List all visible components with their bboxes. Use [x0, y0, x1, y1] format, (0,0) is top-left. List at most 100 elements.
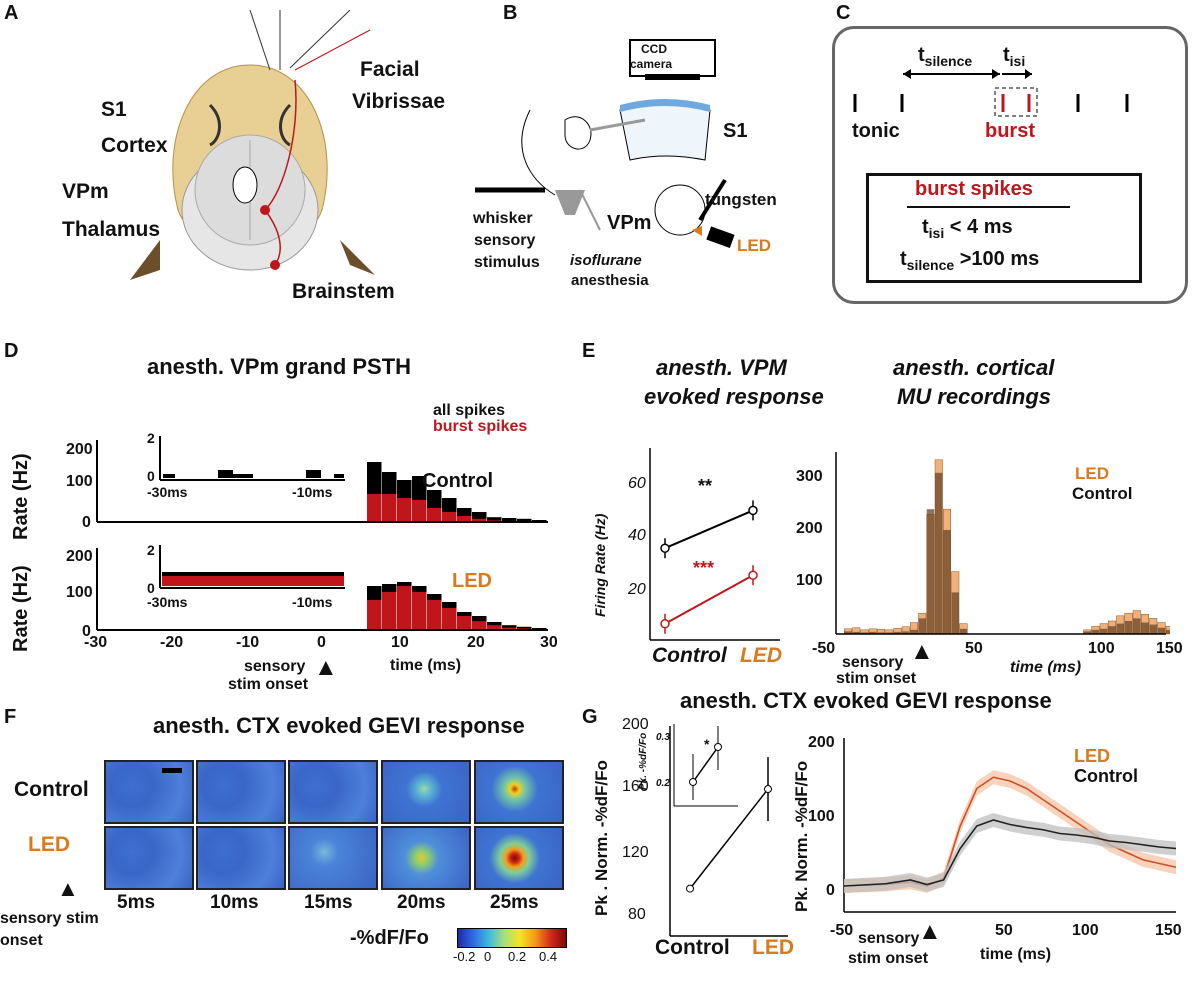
bar-control	[910, 629, 918, 634]
d-inset-ytick-0b: 0	[147, 580, 155, 596]
d-psth-chart	[96, 436, 548, 631]
e-right-control: Control	[1072, 484, 1133, 503]
label-thalamus: Thalamus	[62, 218, 161, 241]
bar-control	[1149, 624, 1157, 634]
e-x-led: LED	[740, 644, 782, 667]
bar-burst-spikes	[382, 592, 397, 630]
g-r-ytick-200: 200	[808, 734, 835, 751]
d-inset-bars	[162, 470, 344, 586]
label-whisker: whisker	[473, 210, 533, 227]
label-s1: S1	[101, 98, 127, 121]
bar-control	[1108, 626, 1116, 634]
e-right-led: LED	[1075, 464, 1109, 483]
g-r-ytick-100: 100	[808, 808, 835, 825]
label-vpm-b: VPm	[607, 212, 652, 234]
bar-burst-spikes	[442, 512, 457, 522]
bar-burst-spikes	[427, 508, 442, 522]
g-r-xtick--50: -50	[830, 922, 854, 939]
bar-control	[1100, 628, 1108, 634]
d-label-led: LED	[452, 570, 492, 592]
bar-burst-spikes	[367, 600, 382, 630]
d-ylabel-2: Rate (Hz)	[10, 565, 32, 652]
e-r-ytick-300: 300	[796, 468, 823, 485]
bar-burst-spikes	[397, 586, 412, 630]
d-axes	[96, 436, 548, 631]
bar-control	[1124, 621, 1133, 634]
series-line	[843, 819, 1177, 887]
f-time-15: 15ms	[304, 892, 353, 913]
bar-control	[877, 632, 885, 634]
panel-letter-c: C	[836, 2, 851, 24]
bar-burst-spikes	[457, 616, 472, 630]
e-ytick-60: 60	[628, 475, 646, 492]
g-r-xtick-150: 150	[1155, 922, 1182, 939]
setup-diagram	[475, 39, 735, 249]
d-ytick-200a: 200	[66, 441, 93, 458]
bar-all-spikes	[517, 518, 532, 522]
bar-control	[852, 631, 860, 634]
data-point	[660, 619, 670, 629]
label-anesthesia: anesthesia	[571, 272, 649, 289]
bar-burst-spikes	[427, 600, 442, 630]
d-xtick-10: 10	[391, 634, 409, 651]
d-ylabel-1: Rate (Hz)	[10, 453, 32, 540]
f-time-20: 20ms	[397, 892, 446, 913]
rat-head-diagram	[130, 10, 375, 280]
d-legend-burst: burst spikes	[433, 418, 528, 435]
g-left-chart	[669, 724, 788, 937]
underline	[907, 206, 1070, 208]
label-camera: camera	[630, 57, 673, 71]
e-sig-led: ***	[693, 558, 715, 578]
g-left-plot	[686, 757, 772, 893]
d-ytick-200b: 200	[66, 548, 93, 565]
d-stim-2: stim onset	[228, 676, 309, 693]
d-ytick-0a: 0	[82, 514, 91, 531]
g-stim-1: sensory	[858, 930, 920, 947]
g-ytick-160: 160	[622, 778, 649, 795]
g-right-plot	[843, 770, 1177, 893]
f-time-5: 5ms	[117, 892, 156, 913]
label-led-b: LED	[737, 236, 771, 255]
d-inset-xtick-10b: -10ms	[292, 594, 333, 610]
burst-rule-box	[866, 173, 1142, 283]
f-cbar-label: -%dF/Fo	[350, 927, 429, 949]
burst-criteria-box	[832, 26, 1188, 304]
data-point	[660, 543, 670, 553]
g-inset-plot	[689, 726, 722, 800]
g-x-control: Control	[655, 936, 730, 959]
bar-burst-spikes	[472, 621, 487, 630]
bar-control	[1083, 631, 1091, 634]
e-right-xlabel: time (ms)	[1010, 659, 1082, 676]
bar-burst-spikes	[367, 494, 382, 522]
f-stim-1: sensory stim	[0, 910, 99, 927]
d-xlabel: time (ms)	[390, 657, 462, 674]
label-ccd: CCD	[641, 42, 667, 56]
bar-burst-spikes	[412, 500, 427, 522]
e-right-bars	[844, 459, 1170, 635]
bar-burst-spikes	[412, 592, 427, 630]
d-xtick-20: 20	[467, 634, 485, 651]
data-point	[748, 505, 758, 516]
f-map-led-25ms	[474, 826, 564, 890]
g-inset-ytick-02: 0.2	[656, 778, 670, 789]
bar-burst-spikes	[502, 627, 517, 630]
f-cbar-tick-02: 0.2	[508, 949, 527, 964]
f-map-led-20ms	[381, 826, 471, 890]
bar-control	[943, 530, 951, 634]
d-legend-all: all spikes	[433, 402, 506, 419]
bar-control	[860, 632, 869, 634]
panel-letter-g: G	[582, 706, 598, 728]
f-map-led-10ms	[196, 826, 286, 890]
d-inset-xtick-30a: -30ms	[147, 484, 188, 500]
panel-letter-f: F	[4, 706, 17, 728]
f-map-control-15ms	[288, 760, 378, 824]
e-ytick-20: 20	[628, 581, 646, 598]
bar-burst-spikes	[382, 494, 397, 522]
bar-control	[844, 631, 852, 634]
f-cbar-tick-04: 0.4	[539, 949, 558, 964]
bar-all-spikes	[472, 512, 487, 522]
g-ylabel: Pk . Norm. -%dF/Fo	[592, 760, 611, 916]
d-title: anesth. VPm grand PSTH	[147, 354, 412, 379]
d-control-bars	[367, 462, 547, 522]
d-inset-xtick-30b: -30ms	[147, 594, 188, 610]
